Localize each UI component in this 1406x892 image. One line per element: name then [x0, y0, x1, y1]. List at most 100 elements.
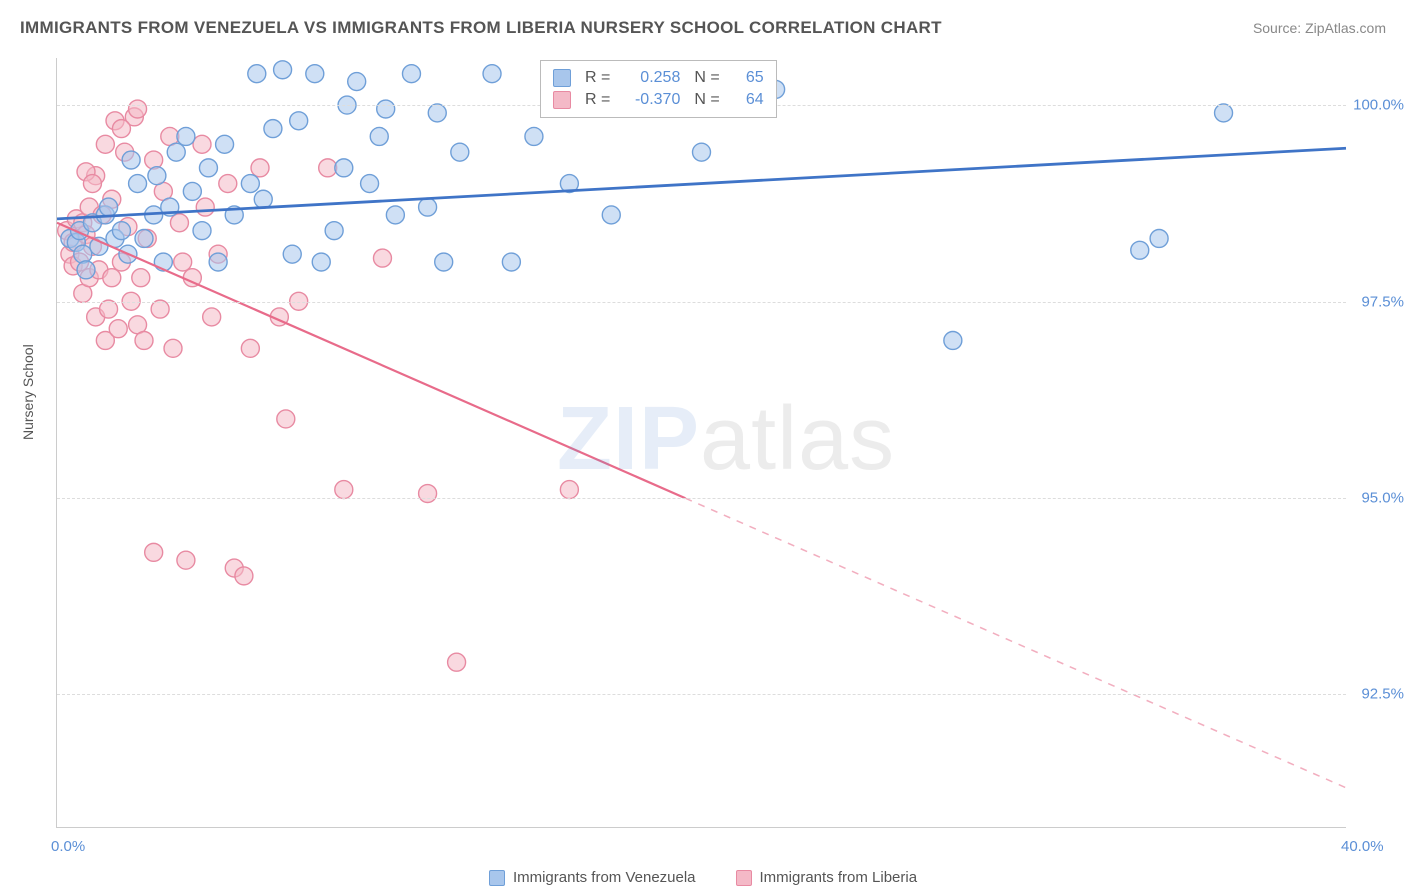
corr-n-label: N =	[694, 69, 719, 87]
scatter-point-venezuela	[428, 104, 446, 122]
scatter-point-venezuela	[254, 190, 272, 208]
scatter-point-venezuela	[183, 182, 201, 200]
scatter-point-liberia	[203, 308, 221, 326]
scatter-point-venezuela	[693, 143, 711, 161]
scatter-point-venezuela	[283, 245, 301, 263]
scatter-point-liberia	[135, 332, 153, 350]
scatter-point-venezuela	[370, 127, 388, 145]
scatter-point-venezuela	[148, 167, 166, 185]
scatter-point-venezuela	[122, 151, 140, 169]
scatter-point-venezuela	[264, 120, 282, 138]
scatter-point-venezuela	[77, 261, 95, 279]
scatter-point-venezuela	[100, 198, 118, 216]
scatter-point-liberia	[96, 135, 114, 153]
scatter-point-liberia	[235, 567, 253, 585]
scatter-point-venezuela	[402, 65, 420, 83]
legend-label: Immigrants from Venezuela	[513, 869, 696, 886]
bottom-legend: Immigrants from Venezuela Immigrants from…	[0, 869, 1406, 886]
scatter-point-liberia	[145, 543, 163, 561]
scatter-point-venezuela	[435, 253, 453, 271]
corr-n-value: 64	[734, 91, 764, 109]
y-tick-label: 92.5%	[1361, 686, 1404, 703]
scatter-point-liberia	[373, 249, 391, 267]
plot-area: ZIPatlas 92.5%95.0%97.5%100.0%0.0%40.0%	[56, 58, 1346, 828]
scatter-point-liberia	[251, 159, 269, 177]
x-tick-label: 0.0%	[51, 838, 85, 855]
source-label: Source: ZipAtlas.com	[1253, 20, 1386, 36]
scatter-point-liberia	[164, 339, 182, 357]
scatter-point-venezuela	[112, 222, 130, 240]
x-tick-label: 40.0%	[1341, 838, 1384, 855]
scatter-point-liberia	[132, 269, 150, 287]
scatter-point-venezuela	[377, 100, 395, 118]
legend-swatch	[736, 870, 752, 886]
y-axis-label: Nursery School	[20, 344, 36, 440]
scatter-point-liberia	[112, 120, 130, 138]
scatter-point-liberia	[109, 320, 127, 338]
scatter-point-liberia	[129, 100, 147, 118]
scatter-point-venezuela	[325, 222, 343, 240]
y-tick-label: 95.0%	[1361, 490, 1404, 507]
scatter-point-liberia	[196, 198, 214, 216]
scatter-point-liberia	[335, 481, 353, 499]
scatter-point-venezuela	[177, 127, 195, 145]
corr-r-value: -0.370	[624, 91, 680, 109]
scatter-point-liberia	[83, 175, 101, 193]
scatter-point-venezuela	[241, 175, 259, 193]
scatter-point-venezuela	[451, 143, 469, 161]
scatter-point-venezuela	[209, 253, 227, 271]
scatter-point-liberia	[419, 485, 437, 503]
scatter-point-venezuela	[602, 206, 620, 224]
scatter-point-liberia	[448, 653, 466, 671]
scatter-point-liberia	[177, 551, 195, 569]
corr-r-label: R =	[585, 91, 610, 109]
scatter-point-liberia	[219, 175, 237, 193]
regression-line-liberia-solid	[57, 223, 685, 498]
scatter-point-venezuela	[361, 175, 379, 193]
scatter-point-venezuela	[348, 73, 366, 91]
legend-swatch	[489, 870, 505, 886]
scatter-point-liberia	[174, 253, 192, 271]
scatter-point-venezuela	[1131, 241, 1149, 259]
legend-item: Immigrants from Venezuela	[489, 869, 696, 886]
scatter-point-venezuela	[135, 229, 153, 247]
scatter-point-liberia	[241, 339, 259, 357]
corr-r-label: R =	[585, 69, 610, 87]
scatter-point-venezuela	[502, 253, 520, 271]
legend-label: Immigrants from Liberia	[760, 869, 918, 886]
scatter-point-venezuela	[129, 175, 147, 193]
scatter-point-venezuela	[312, 253, 330, 271]
legend-item: Immigrants from Liberia	[736, 869, 918, 886]
corr-swatch	[553, 69, 571, 87]
scatter-point-liberia	[319, 159, 337, 177]
scatter-point-venezuela	[306, 65, 324, 83]
corr-row: R =0.258N =65	[553, 67, 764, 89]
corr-swatch	[553, 91, 571, 109]
scatter-point-venezuela	[419, 198, 437, 216]
chart-svg	[57, 58, 1346, 827]
corr-row: R = -0.370 N = 64	[553, 89, 764, 111]
correlation-box: R =0.258N =65R =-0.370N =64	[540, 60, 777, 118]
scatter-point-liberia	[100, 300, 118, 318]
scatter-point-venezuela	[944, 332, 962, 350]
y-tick-label: 97.5%	[1361, 293, 1404, 310]
regression-line-liberia-dashed	[685, 498, 1346, 788]
scatter-point-liberia	[170, 214, 188, 232]
scatter-point-liberia	[193, 135, 211, 153]
scatter-point-venezuela	[290, 112, 308, 130]
scatter-point-liberia	[103, 269, 121, 287]
grid-line	[57, 498, 1346, 499]
scatter-point-venezuela	[216, 135, 234, 153]
corr-n-label: N =	[694, 91, 719, 109]
scatter-point-liberia	[145, 151, 163, 169]
scatter-point-venezuela	[248, 65, 266, 83]
scatter-point-venezuela	[167, 143, 185, 161]
scatter-point-venezuela	[483, 65, 501, 83]
chart-title: IMMIGRANTS FROM VENEZUELA VS IMMIGRANTS …	[20, 18, 942, 38]
scatter-point-venezuela	[199, 159, 217, 177]
grid-line	[57, 694, 1346, 695]
scatter-point-venezuela	[335, 159, 353, 177]
scatter-point-venezuela	[1215, 104, 1233, 122]
scatter-point-venezuela	[74, 245, 92, 263]
scatter-point-venezuela	[386, 206, 404, 224]
